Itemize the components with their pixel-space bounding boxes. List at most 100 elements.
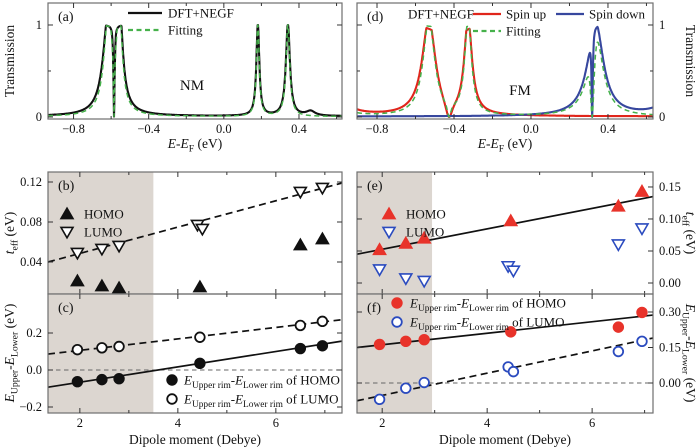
panel-b: 0.04 0.08 0.12 teff (eV) (b) HOMO LUMO bbox=[2, 171, 343, 295]
y-axis-label-d: Transmission bbox=[683, 25, 698, 98]
legend-label: EUpper rim-ELower rim of LUMO bbox=[183, 392, 339, 411]
curve-fitting bbox=[47, 24, 343, 118]
x-tick-label: 0.0 bbox=[523, 122, 539, 136]
lumo-marker bbox=[315, 182, 330, 196]
y-tick-label: 0 bbox=[659, 110, 665, 124]
eupper-elower-marker bbox=[612, 345, 625, 358]
legend-item: LUMO bbox=[59, 225, 122, 240]
legend-marker-swatch bbox=[166, 393, 178, 405]
x-tick-label: 0.4 bbox=[600, 122, 616, 136]
legend-label: EUpper rim-ELower rim of HOMO bbox=[409, 296, 566, 315]
homo-marker bbox=[315, 231, 330, 245]
y-axis-label-c: EUpper-ELower (eV) bbox=[2, 304, 21, 404]
panel-a: −0.8 −0.4 0.0 0.4 0 1 E-EF (eV) Transmission (a)… bbox=[2, 2, 343, 155]
eupper-elower-marker bbox=[636, 306, 648, 319]
panel-label-a: (a) bbox=[58, 10, 74, 25]
x-tick-label: −0.4 bbox=[137, 122, 160, 136]
shaded-region bbox=[357, 172, 433, 294]
eupper-elower-marker bbox=[418, 333, 430, 346]
legend-label: DFT+NEGF bbox=[168, 6, 234, 21]
eupper-elower-marker bbox=[636, 335, 648, 348]
eupper-elower-marker bbox=[507, 365, 520, 378]
panel-d: −0.8 −0.4 0.0 0.4 0 1 E-EF (eV) Transmission (d)… bbox=[356, 2, 698, 155]
x-tick-label: 6 bbox=[273, 416, 279, 430]
legend-item: Spin up bbox=[473, 7, 546, 22]
eupper-elower-marker bbox=[400, 335, 412, 348]
homo-marker bbox=[610, 198, 626, 212]
eupper-elower-marker bbox=[294, 319, 307, 332]
eupper-elower-marker bbox=[418, 376, 430, 389]
legend-item: Fitting bbox=[128, 23, 203, 38]
legend-marker-swatch bbox=[59, 226, 75, 240]
lumo-marker bbox=[398, 273, 414, 286]
eupper-elower-marker bbox=[96, 373, 108, 386]
homo-marker bbox=[192, 279, 208, 293]
y-tick-label: 1 bbox=[36, 18, 42, 32]
homo-marker bbox=[416, 230, 432, 244]
y-tick-label: 0.2 bbox=[26, 326, 42, 340]
lumo-marker bbox=[416, 275, 432, 289]
legend-item: LUMO bbox=[381, 225, 444, 240]
legend-label: Fitting bbox=[168, 23, 203, 38]
lumo-marker bbox=[634, 223, 650, 236]
y-tick-label: −0.2 bbox=[19, 400, 42, 414]
legend-e: HOMO LUMO bbox=[381, 206, 446, 240]
lumo-marker bbox=[372, 264, 387, 277]
eupper-elower-marker bbox=[612, 321, 625, 333]
lumo-marker bbox=[111, 240, 127, 254]
panel-e: 0.00 0.05 0.10 0.15 teff (eV) (e) HOMO LUMO bbox=[356, 171, 698, 295]
legend-label: Spin down bbox=[589, 7, 645, 22]
legend-marker-swatch bbox=[381, 206, 397, 220]
curve-fitting bbox=[356, 25, 654, 118]
eupper-elower-marker bbox=[316, 315, 329, 328]
panel-label-f: (f) bbox=[367, 301, 381, 316]
lumo-marker bbox=[610, 239, 626, 252]
legend-item: EUpper rim-ELower rim of HOMO bbox=[391, 296, 566, 315]
x-axis-label-a: E-EF (eV) bbox=[167, 136, 223, 155]
x-tick-label: 2 bbox=[77, 416, 83, 430]
homo-marker bbox=[111, 280, 127, 294]
series-lumo bbox=[372, 223, 650, 289]
y-tick-label: 0.04 bbox=[20, 255, 43, 269]
legend-label: Spin up bbox=[506, 7, 546, 22]
legend-item: DFT+NEGF bbox=[128, 6, 234, 21]
x-tick-label: 0.0 bbox=[216, 122, 232, 136]
legend-item: EUpper rim-ELower rim of LUMO bbox=[391, 315, 565, 333]
homo-marker bbox=[398, 235, 414, 249]
x-tick-label: −0.8 bbox=[366, 122, 389, 136]
legend-marker-swatch bbox=[381, 226, 397, 240]
panel-label-d: (d) bbox=[367, 10, 384, 25]
panel-frame bbox=[47, 2, 343, 120]
x-tick-label: 4 bbox=[175, 416, 182, 430]
shaded-region bbox=[48, 294, 154, 413]
x-axis-label-c: Dipole moment (Debye) bbox=[129, 432, 261, 447]
eupper-elower-marker bbox=[505, 326, 517, 338]
legend-label: LUMO bbox=[84, 225, 122, 240]
y-tick-label: 0.00 bbox=[659, 276, 681, 290]
panel-label-b: (b) bbox=[58, 179, 75, 194]
curve-spin-down bbox=[356, 25, 654, 118]
y-tick-label: 0.05 bbox=[659, 244, 681, 258]
homo-marker bbox=[70, 273, 85, 287]
legend-item: Fitting bbox=[473, 24, 541, 39]
y-tick-label: 0.12 bbox=[20, 175, 42, 189]
y-tick-label: 0.00 bbox=[659, 376, 681, 390]
eupper-elower-marker bbox=[96, 342, 108, 354]
series-homo bbox=[372, 184, 650, 256]
series-eupper-elower-of-homo bbox=[373, 306, 648, 351]
legend-marker-swatch bbox=[391, 297, 403, 309]
panel-frame bbox=[47, 293, 343, 414]
curve-dft-negf bbox=[47, 23, 343, 118]
legend-label: Fitting bbox=[506, 24, 541, 39]
series-eupper-elower-of-lumo bbox=[373, 335, 648, 406]
panel-frame bbox=[356, 293, 654, 414]
legend-item: HOMO bbox=[59, 207, 124, 222]
y-tick-label: 0.30 bbox=[659, 305, 681, 319]
panel-c: 2 4 6 −0.2 0.0 0.2 Dipole moment (Debye) EUpper… bbox=[2, 293, 343, 447]
legend-item: Spin down bbox=[556, 7, 645, 22]
eupper-elower-marker bbox=[373, 393, 386, 406]
eupper-elower-marker bbox=[194, 331, 206, 343]
homo-marker bbox=[634, 184, 650, 197]
